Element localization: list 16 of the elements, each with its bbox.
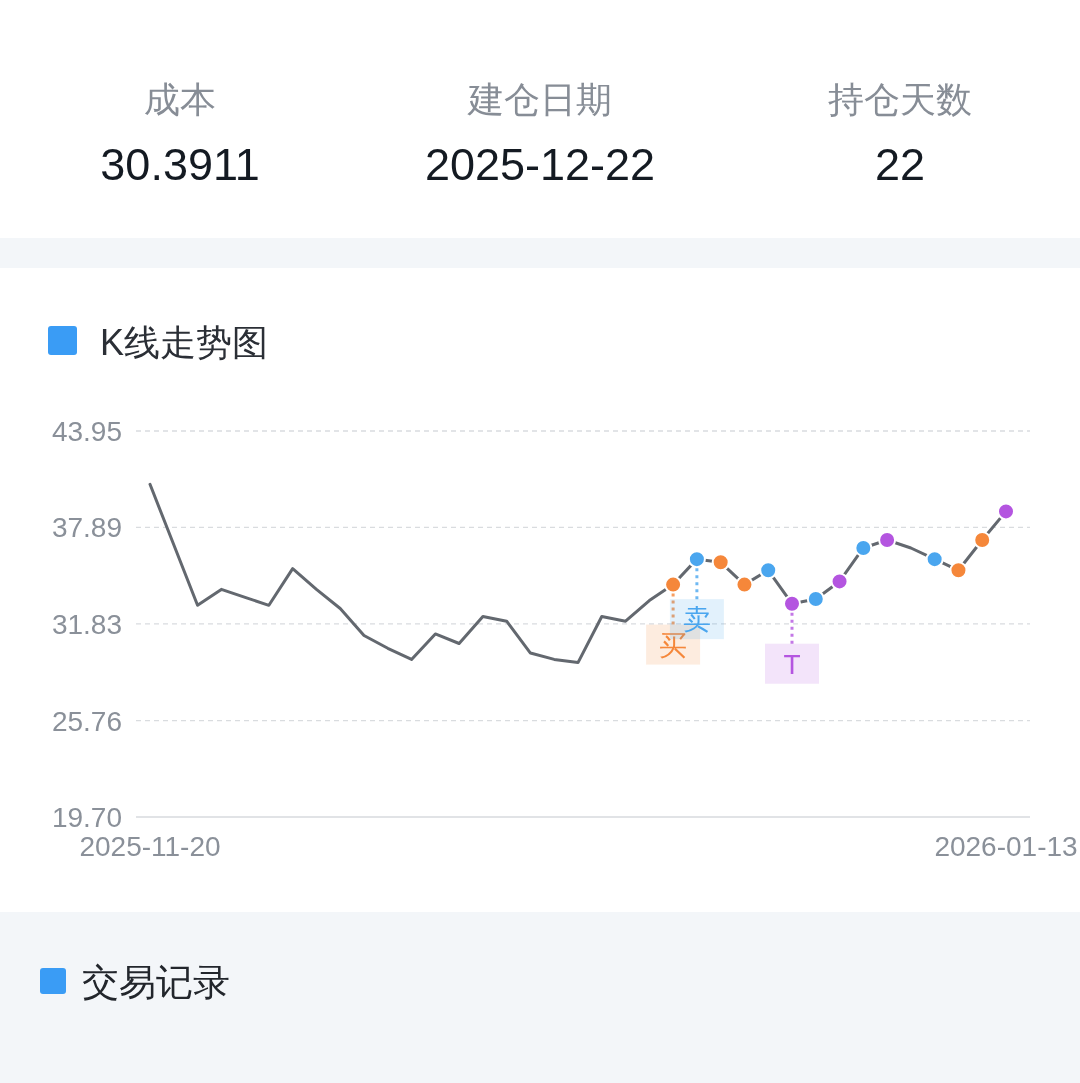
y-tick-label: 31.83	[51, 608, 122, 640]
x-tick-label: 2025-11-20	[79, 831, 221, 862]
section-heading: 交易记录	[82, 962, 230, 1003]
y-tick-label: 19.70	[51, 802, 122, 833]
stat-value: 30.3911	[100, 139, 260, 190]
stat-label: 建仓日期	[468, 79, 612, 120]
stat-label: 成本	[144, 79, 216, 120]
x-tick-label: 2026-01-13	[934, 831, 1078, 862]
chart-title: K线走势图	[100, 322, 268, 363]
stat-label: 持仓天数	[828, 79, 972, 120]
y-tick-label: 37.89	[51, 512, 122, 544]
legend-label: T	[783, 648, 801, 680]
stat-value: 22	[874, 139, 926, 190]
y-tick-label: 43.95	[51, 416, 122, 447]
stat-value: 2025-12-22	[424, 139, 656, 190]
y-tick-label: 25.76	[51, 705, 122, 737]
